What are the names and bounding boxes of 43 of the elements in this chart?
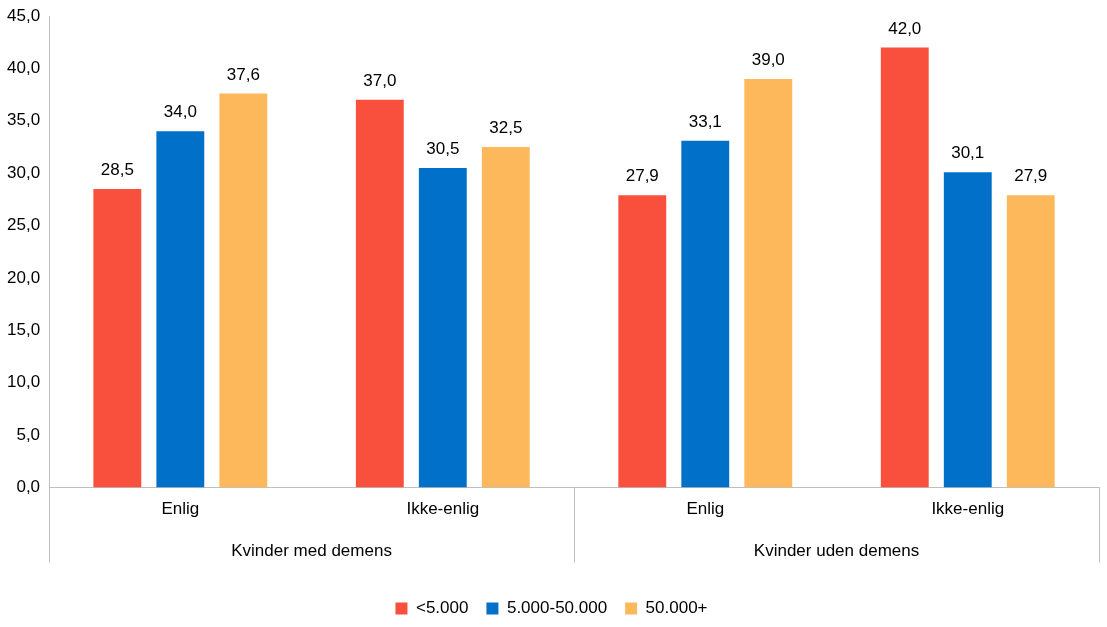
data-label: 37,6 <box>226 64 260 84</box>
bar <box>219 93 268 488</box>
bar <box>681 140 730 488</box>
y-tick-label: 20,0 <box>6 267 41 287</box>
bar <box>744 78 793 488</box>
bar <box>1006 195 1055 488</box>
text: Kvinder med demens <box>231 541 392 561</box>
bar <box>481 147 530 488</box>
data-label: 42,0 <box>888 18 922 38</box>
data-label: 34,0 <box>163 102 197 122</box>
bar <box>93 188 142 488</box>
y-tick-label: 5,0 <box>16 424 41 444</box>
data-label: 32,5 <box>489 118 523 138</box>
y-tick-label: 25,0 <box>6 215 41 235</box>
y-tick-label: 45,0 <box>6 5 41 25</box>
data-label: 27,9 <box>625 166 659 186</box>
bar <box>618 195 667 488</box>
x-tick-label: Enlig <box>686 499 725 519</box>
legend-label: 50.000+ <box>645 598 708 618</box>
x-tick-label: Ikke-enlig <box>931 499 1005 519</box>
data-label: 30,1 <box>951 143 985 163</box>
x-tick-label: Enlig <box>161 499 200 519</box>
bar <box>880 47 929 488</box>
bar <box>355 99 404 488</box>
y-tick-label: 0,0 <box>16 477 41 497</box>
legend-label: 5.000-50.000 <box>506 598 608 618</box>
y-tick-label: 10,0 <box>6 372 41 392</box>
bar <box>156 131 205 488</box>
x-tick-label: Ikke-enlig <box>406 499 480 519</box>
legend-label: <5.000 <box>415 598 469 618</box>
data-label: 28,5 <box>100 160 134 180</box>
y-tick-label: 30,0 <box>6 162 41 182</box>
data-label: 33,1 <box>688 111 722 131</box>
data-label: 37,0 <box>363 71 397 91</box>
text: Kvinder uden demens <box>753 541 920 561</box>
bar <box>943 172 992 488</box>
data-label: 27,9 <box>1014 166 1048 186</box>
data-label: 30,5 <box>426 139 460 159</box>
y-tick-label: 35,0 <box>6 110 41 130</box>
y-tick-label: 15,0 <box>6 320 41 340</box>
data-label: 39,0 <box>751 50 785 70</box>
bar <box>418 167 467 488</box>
y-tick-label: 40,0 <box>6 58 41 78</box>
